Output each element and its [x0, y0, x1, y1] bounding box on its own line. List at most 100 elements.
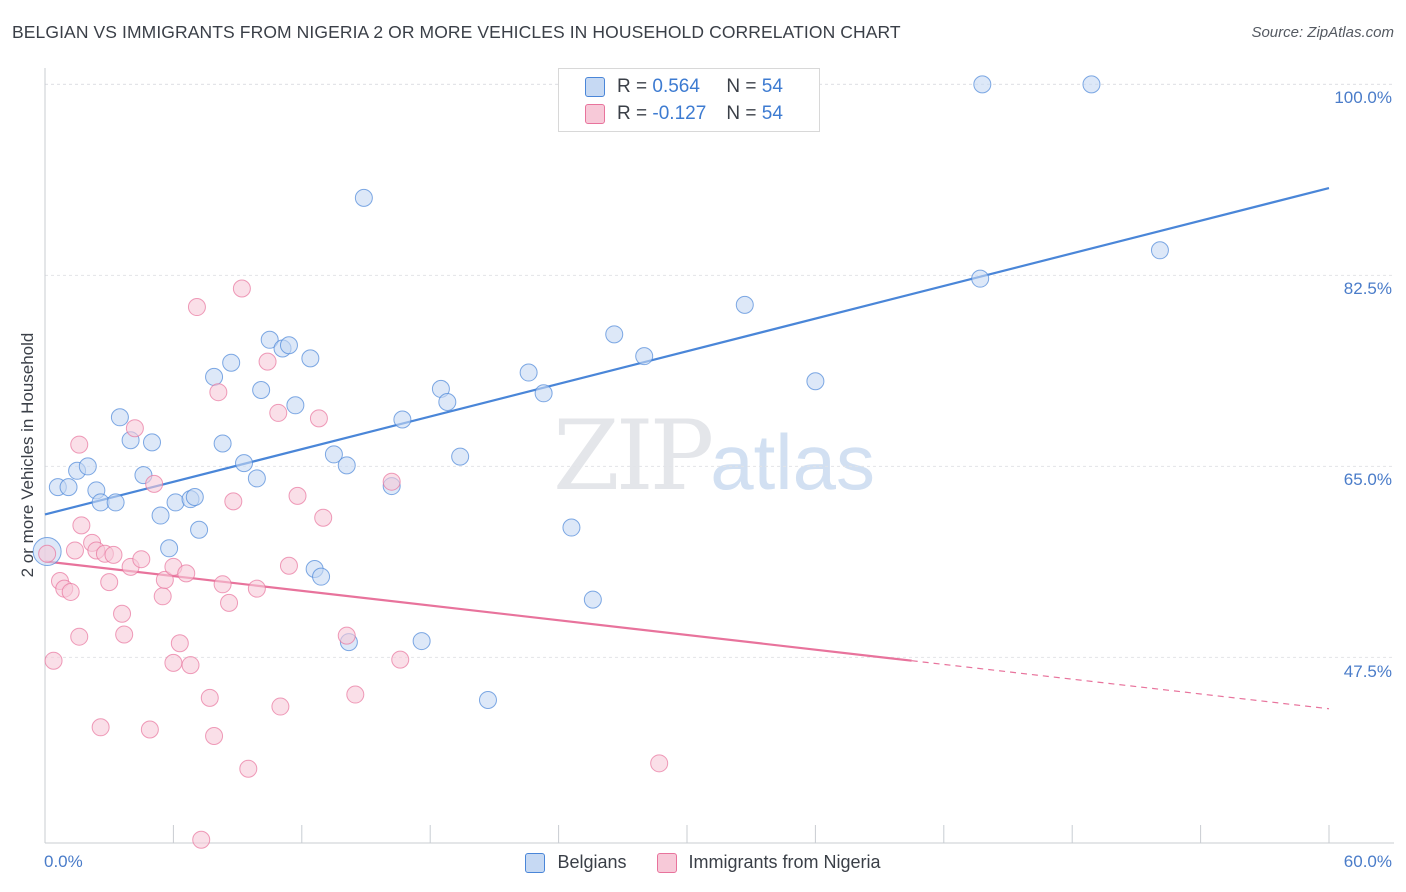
point-nigeria [70, 435, 89, 454]
point-nigeria [192, 830, 211, 849]
point-belgians [59, 478, 78, 497]
point-nigeria [164, 653, 183, 672]
point-belgians [151, 506, 170, 525]
point-belgians [534, 384, 553, 403]
point-nigeria [91, 718, 110, 737]
point-belgians [78, 457, 97, 476]
trend-line [44, 187, 1330, 516]
stats-box: R = 0.564 N = 54 R = -0.127 N = 54 [558, 68, 820, 132]
points [32, 75, 1169, 849]
r-label: R = [617, 103, 648, 124]
point-nigeria [337, 626, 356, 645]
axes [44, 68, 1394, 844]
point-belgians [451, 447, 470, 466]
point-belgians [337, 456, 356, 475]
blue-swatch-icon [585, 77, 605, 97]
legend-swatch-icon [525, 852, 546, 873]
point-belgians [185, 487, 204, 506]
point-belgians [806, 372, 825, 391]
point-nigeria [140, 720, 159, 739]
point-belgians [1150, 241, 1169, 260]
point-nigeria [220, 593, 239, 612]
point-nigeria [258, 352, 277, 371]
watermark-zip: ZIP [553, 400, 714, 512]
point-belgians [91, 493, 110, 512]
point-nigeria [200, 688, 219, 707]
point-belgians [222, 353, 241, 372]
point-belgians [393, 410, 412, 429]
legend: Belgians Immigrants from Nigeria [0, 852, 1406, 873]
point-belgians [562, 518, 581, 537]
point-nigeria [113, 604, 132, 623]
point-nigeria [177, 564, 196, 583]
point-nigeria [72, 516, 91, 535]
point-belgians [412, 632, 431, 651]
legend-label: Immigrants from Nigeria [688, 852, 881, 872]
legend-item-belgians[interactable]: Belgians [525, 852, 627, 873]
point-nigeria [247, 579, 266, 598]
y-axis-label: 2 or more Vehicles in Household [18, 332, 37, 578]
r-label: R = [617, 76, 648, 97]
point-nigeria [269, 403, 288, 422]
source-credit: Source: ZipAtlas.com [1251, 24, 1394, 41]
point-belgians [205, 367, 224, 386]
r-value: -0.127 [652, 103, 707, 124]
point-nigeria [279, 556, 298, 575]
point-belgians [735, 295, 754, 314]
point-belgians [635, 347, 654, 366]
pink-swatch-icon [585, 104, 605, 124]
point-nigeria [288, 486, 307, 505]
y-tick-label-47-5: 47.5% [1343, 662, 1392, 681]
stats-row-belgians: R = 0.564 N = 54 [585, 73, 783, 101]
point-belgians [973, 75, 992, 94]
point-belgians [605, 325, 624, 344]
point-nigeria [224, 492, 243, 511]
point-nigeria [61, 582, 80, 601]
point-belgians [260, 330, 279, 349]
point-nigeria [271, 697, 290, 716]
point-nigeria [100, 573, 119, 592]
point-belgians [235, 454, 254, 473]
point-belgians [190, 520, 209, 539]
point-nigeria [213, 575, 232, 594]
x-tick-label-max: 60.0% [1343, 852, 1392, 871]
point-nigeria [115, 625, 134, 644]
stats-row-nigeria: R = -0.127 N = 54 [585, 100, 783, 128]
y-tick-label-82-5: 82.5% [1343, 279, 1392, 298]
point-belgians [971, 269, 990, 288]
point-nigeria [38, 544, 57, 563]
point-nigeria [650, 754, 669, 773]
point-nigeria [155, 570, 174, 589]
point-belgians [583, 590, 602, 609]
point-nigeria [65, 541, 84, 560]
point-belgians [213, 434, 232, 453]
point-belgians [166, 493, 185, 512]
point-belgians [312, 567, 331, 586]
point-belgians [110, 408, 129, 427]
point-belgians [519, 363, 538, 382]
trend-lines [44, 187, 1330, 710]
point-nigeria [232, 279, 251, 298]
point-nigeria [145, 474, 164, 493]
point-belgians [286, 396, 305, 415]
legend-swatch-icon [656, 852, 677, 873]
legend-label: Belgians [557, 852, 627, 872]
r-value: 0.564 [652, 76, 700, 97]
point-nigeria [205, 727, 224, 746]
point-belgians [279, 336, 298, 355]
point-belgians [324, 445, 343, 464]
point-nigeria [104, 545, 123, 564]
legend-item-nigeria[interactable]: Immigrants from Nigeria [656, 852, 881, 873]
point-nigeria [125, 419, 144, 438]
trend-line-dashed [911, 660, 1330, 710]
point-belgians [478, 691, 497, 710]
point-nigeria [239, 759, 258, 778]
point-nigeria [382, 472, 401, 491]
x-tick-label-min: 0.0% [44, 852, 83, 871]
point-nigeria [70, 627, 89, 646]
point-belgians [160, 539, 179, 558]
n-value: 54 [761, 76, 783, 97]
point-nigeria [209, 383, 228, 402]
point-belgians [252, 381, 271, 400]
